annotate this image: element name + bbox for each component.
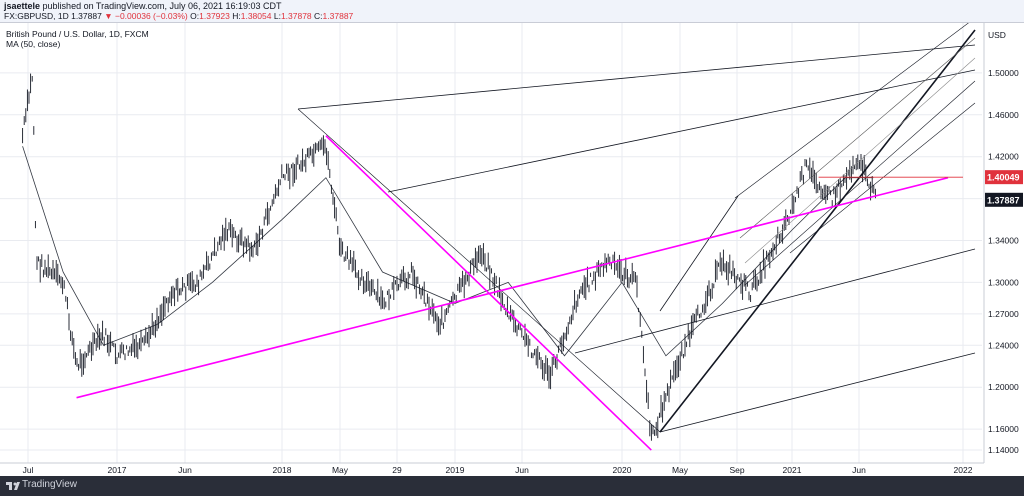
ma-line	[22, 146, 874, 357]
symbol-label: FX:GBPUSD, 1D	[4, 11, 69, 21]
footer-bar	[0, 476, 1024, 496]
channel-line-4	[744, 80, 976, 286]
channel-line-2	[739, 37, 976, 239]
publish-text: published on TradingView.com, July 06, 2…	[42, 1, 282, 11]
open-value: 1.37923	[199, 11, 230, 21]
publish-header: jsaettele published on TradingView.com, …	[0, 0, 1024, 23]
x-tick-label: 2022	[954, 465, 973, 475]
close-label: C:	[314, 11, 323, 21]
x-tick-label: May	[332, 465, 349, 475]
price-label-text: 1.37887	[987, 195, 1020, 205]
high-value: 1.38054	[240, 11, 272, 21]
x-tick-label: 2021	[783, 465, 802, 475]
price-chart[interactable]: USD1.500001.460001.420001.380001.340001.…	[0, 23, 1024, 476]
pitchfork-line-lower-a	[574, 248, 976, 354]
x-tick-label: 2019	[446, 465, 465, 475]
grid	[0, 23, 982, 463]
pitchfork-handle	[297, 108, 661, 433]
pitchfork-line-median-a	[387, 69, 976, 193]
channel-line-1	[734, 23, 969, 199]
y-tick-label: 1.27000	[988, 309, 1019, 319]
time-axis: Jul 2017 Jun 2018 May 29 2019 Jun 2020 May Sep 2021…	[0, 462, 984, 475]
price-label-bg	[985, 192, 1023, 207]
channel-line-3	[744, 57, 976, 264]
price-change: ▼ −0.00036 (−0.03%)	[104, 11, 188, 21]
x-tick-label: Jun	[515, 465, 529, 475]
currency-label: USD	[988, 30, 1006, 40]
magenta-trendline-rising	[76, 176, 949, 399]
price-label-bg	[985, 170, 1023, 185]
author-name[interactable]: jsaettele	[4, 1, 41, 11]
x-tick-label: Jun	[852, 465, 866, 475]
rising-segment	[659, 195, 739, 312]
y-tick-label: 1.24000	[988, 340, 1019, 350]
x-tick-label: 29	[392, 465, 402, 475]
low-value: 1.37878	[280, 11, 312, 21]
moving-average	[22, 146, 874, 357]
y-tick-label: 1.30000	[988, 277, 1019, 287]
x-tick-label: 2020	[613, 465, 632, 475]
publish-info: jsaettele published on TradingView.com, …	[4, 1, 282, 11]
open-label: O:	[190, 11, 200, 21]
price-labels: 1.40049 1.37887	[985, 170, 1023, 207]
pitchfork-line-upper	[297, 44, 976, 110]
pitchfork-line-lower-b	[659, 352, 976, 433]
ohlc-line: FX:GBPUSD, 1D 1.37887 ▼ −0.00036 (−0.03%…	[4, 11, 353, 21]
trendlines	[76, 135, 963, 451]
chart-area[interactable]: USD1.500001.460001.420001.380001.340001.…	[0, 23, 1024, 476]
y-tick-label: 1.16000	[988, 424, 1019, 434]
magenta-trendline-falling	[325, 135, 652, 451]
legend-ma: MA (50, close)	[6, 39, 60, 49]
y-tick-label: 1.50000	[988, 68, 1019, 78]
low-label: L:	[273, 11, 281, 21]
pitchfork-lines	[297, 23, 976, 433]
y-tick-label: 1.42000	[988, 152, 1019, 162]
y-tick-label: 1.46000	[988, 110, 1019, 120]
legend-title: British Pound / U.S. Dollar, 1D, FXCM	[6, 29, 149, 39]
close-value: 1.37887	[322, 11, 354, 21]
price-label-text: 1.40049	[987, 173, 1020, 183]
y-tick-label: 1.34000	[988, 236, 1019, 246]
x-tick-label: May	[672, 465, 689, 475]
x-tick-label: 2018	[273, 465, 292, 475]
tradingview-logo-icon	[6, 482, 20, 490]
price-axis-bg[interactable]	[984, 23, 1024, 476]
high-label: H:	[232, 11, 241, 21]
x-tick-label: Sep	[729, 465, 744, 475]
y-tick-label: 1.14000	[988, 445, 1019, 455]
price-bars	[22, 73, 876, 441]
y-tick-label: 1.20000	[988, 382, 1019, 392]
channel-line-5	[789, 102, 976, 254]
x-tick-label: Jul	[23, 465, 34, 475]
tradingview-brand[interactable]: TradingView	[22, 479, 78, 490]
last-price: 1.37887	[71, 11, 102, 21]
price-axis: USD1.500001.460001.420001.380001.340001.…	[983, 23, 1024, 476]
x-tick-label: Jun	[178, 465, 192, 475]
x-tick-label: 2017	[108, 465, 127, 475]
